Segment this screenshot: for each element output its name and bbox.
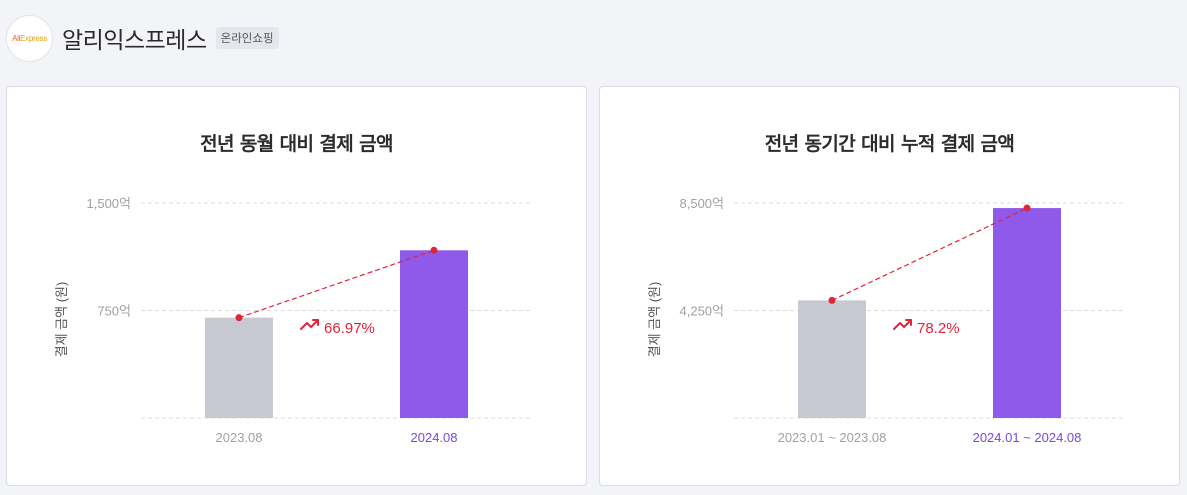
bar-previous-period[interactable] — [798, 300, 866, 418]
x-tick-label: 2024.01 ~ 2024.08 — [973, 430, 1082, 445]
growth-rate-label: 78.2% — [917, 320, 960, 337]
y-axis-label: 결제 금액 (원) — [647, 282, 662, 358]
trend-up-icon — [300, 319, 319, 330]
trend-point — [828, 296, 836, 304]
growth-annotation: 78.2% — [893, 319, 960, 337]
header: Ali Express 알리익스프레스 온라인쇼핑 — [6, 13, 279, 63]
trend-point — [1023, 204, 1031, 212]
y-tick-label: 750억 — [97, 304, 131, 319]
trend-line — [831, 207, 1028, 301]
x-tick-label: 2023.01 ~ 2023.08 — [778, 430, 887, 445]
x-tick-label: 2023.08 — [216, 430, 263, 445]
chart-title: 전년 동기간 대비 누적 결제 금액 — [764, 133, 1015, 155]
brand-name: 알리익스프레스 — [62, 28, 207, 54]
trend-point — [235, 314, 243, 322]
y-tick-label: 4,250억 — [680, 304, 725, 319]
bar-current-period[interactable] — [400, 250, 468, 418]
trend-up-icon — [893, 319, 912, 330]
growth-annotation: 66.97% — [300, 319, 375, 337]
y-tick-label: 8,500억 — [680, 196, 725, 211]
logo-text-express: Express — [20, 33, 47, 43]
x-tick-label: 2024.08 — [411, 430, 458, 445]
y-axis-label: 결제 금액 (원) — [54, 282, 69, 358]
growth-rate-label: 66.97% — [324, 320, 375, 337]
y-tick-label: 1,500억 — [87, 196, 132, 211]
bar-current-period[interactable] — [993, 208, 1061, 418]
chart-title: 전년 동월 대비 결제 금액 — [200, 133, 393, 155]
aliexpress-logo[interactable]: Ali Express — [6, 14, 53, 62]
category-tag[interactable]: 온라인쇼핑 — [215, 27, 279, 49]
logo-text-ali: Ali — [12, 33, 21, 43]
bar-previous-period[interactable] — [205, 317, 273, 418]
trend-line — [238, 249, 435, 319]
trend-point — [430, 246, 438, 254]
